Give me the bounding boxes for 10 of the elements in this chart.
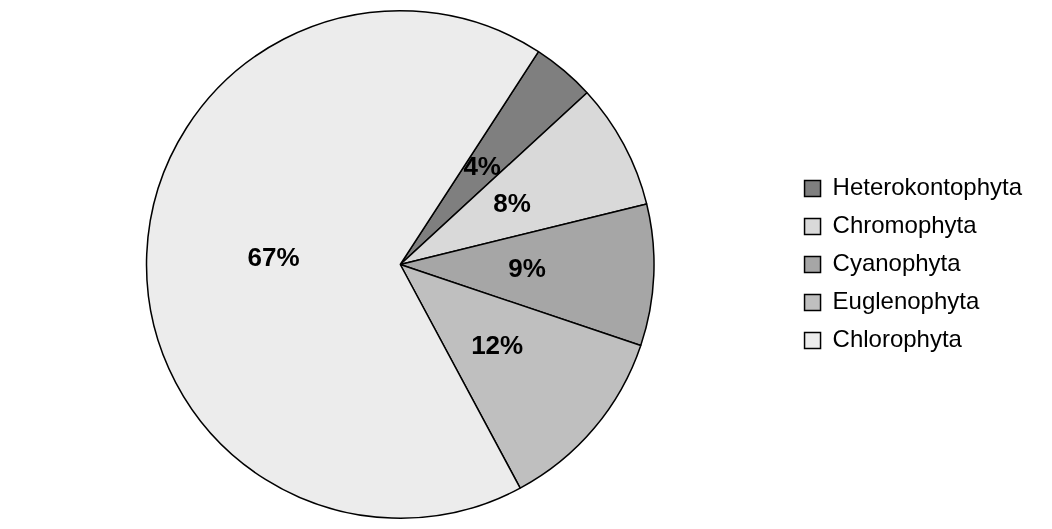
data-label: 9% (508, 252, 546, 283)
legend-label: Chlorophyta (832, 325, 963, 353)
legend-label: Cyanophyta (832, 249, 962, 277)
data-label: 67% (247, 242, 300, 273)
legend-label: Euglenophyta (832, 287, 980, 315)
data-label: 12% (471, 329, 524, 360)
data-label: 4% (463, 150, 501, 181)
legend-label: Heterokontophyta (832, 173, 1023, 201)
legend-label: Chromophyta (832, 211, 978, 239)
data-label: 8% (493, 187, 531, 218)
